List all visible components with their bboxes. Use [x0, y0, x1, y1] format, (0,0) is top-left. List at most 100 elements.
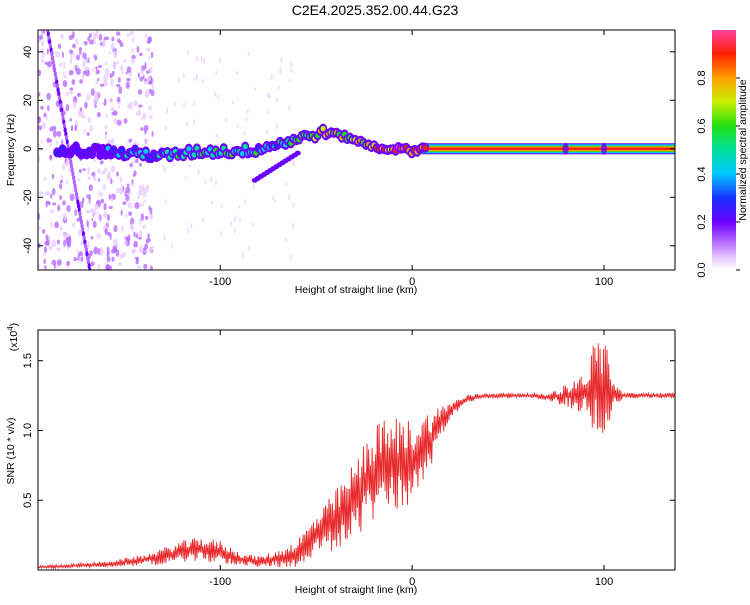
noise-speckle — [63, 75, 67, 79]
band-blob — [601, 142, 608, 155]
noise-speckle — [40, 139, 43, 144]
noise-speckle — [272, 194, 275, 201]
y-tick-label: -40 — [22, 238, 34, 254]
noise-speckle — [216, 94, 219, 100]
noise-speckle — [163, 234, 166, 241]
noise-speckle — [138, 184, 143, 190]
noise-speckle — [292, 159, 295, 166]
noise-speckle — [204, 179, 207, 185]
noise-speckle — [69, 117, 72, 122]
noise-speckle — [292, 202, 295, 208]
noise-speckle — [69, 56, 73, 65]
noise-speckle — [63, 212, 67, 221]
noise-speckle — [110, 106, 115, 112]
noise-speckle — [94, 104, 97, 109]
noise-speckle — [131, 222, 134, 230]
ridge-mark — [94, 145, 101, 151]
noise-speckle — [59, 225, 64, 231]
noise-speckle — [86, 241, 90, 250]
noise-speckle — [69, 87, 74, 91]
noise-speckle — [146, 186, 149, 193]
noise-speckle — [40, 48, 44, 52]
snr-y-axis-label: SNR (10 * v/v) — [5, 417, 17, 484]
noise-speckle — [86, 209, 90, 214]
noise-speckle — [78, 51, 82, 55]
noise-speckle — [291, 222, 294, 230]
noise-speckle — [284, 236, 287, 242]
noise-speckle — [145, 70, 149, 74]
noise-speckle — [112, 245, 117, 252]
noise-speckle — [267, 110, 270, 114]
x-tick-label: -100 — [209, 576, 231, 588]
noise-speckle — [88, 184, 93, 192]
noise-speckle — [52, 125, 57, 131]
noise-speckle — [146, 40, 151, 44]
noise-speckle — [139, 76, 144, 82]
streak-mark — [88, 267, 92, 270]
noise-speckle — [51, 259, 57, 266]
noise-speckle — [102, 184, 107, 191]
noise-speckle — [116, 171, 119, 177]
noise-speckle — [140, 213, 144, 221]
noise-speckle — [38, 226, 42, 230]
noise-speckle — [49, 141, 52, 147]
noise-speckle — [110, 78, 114, 87]
noise-speckle — [234, 215, 237, 223]
noise-speckle — [109, 265, 112, 270]
noise-speckle — [41, 121, 46, 130]
noise-speckle — [61, 51, 64, 59]
noise-speckle — [145, 89, 151, 96]
noise-speckle — [101, 39, 106, 48]
noise-speckle — [252, 183, 255, 191]
noise-speckle — [80, 256, 84, 262]
noise-speckle — [166, 107, 169, 115]
noise-speckle — [40, 105, 44, 110]
noise-speckle — [138, 188, 141, 197]
noise-speckle — [118, 105, 121, 109]
noise-speckle — [280, 56, 283, 63]
x-tick-label: 100 — [595, 276, 613, 288]
noise-speckle — [117, 77, 121, 83]
noise-speckle — [147, 233, 150, 239]
noise-speckle — [140, 70, 144, 75]
noise-speckle — [138, 236, 142, 240]
noise-speckle — [43, 251, 46, 257]
noise-speckle — [86, 93, 91, 101]
noise-speckle — [145, 250, 148, 254]
noise-speckle — [187, 228, 190, 234]
noise-speckle — [75, 38, 79, 45]
noise-speckle — [72, 43, 76, 49]
noise-speckle — [147, 80, 153, 85]
noise-speckle — [104, 124, 108, 130]
noise-speckle — [170, 242, 173, 249]
noise-speckle — [43, 177, 47, 181]
noise-speckle — [200, 56, 203, 63]
noise-speckle — [38, 69, 42, 77]
noise-speckle — [210, 200, 213, 206]
noise-speckle — [44, 265, 47, 270]
spectrogram-marks — [38, 30, 675, 270]
noise-speckle — [83, 40, 88, 46]
noise-speckle — [138, 230, 143, 238]
noise-speckle — [121, 225, 124, 233]
ridge-mark — [239, 151, 246, 157]
noise-speckle — [93, 246, 99, 255]
noise-speckle — [38, 125, 43, 131]
noise-speckle — [38, 92, 41, 97]
noise-speckle — [55, 141, 59, 145]
noise-speckle — [76, 54, 81, 61]
noise-speckle — [94, 202, 99, 211]
noise-speckle — [54, 221, 60, 229]
noise-speckle — [104, 68, 110, 75]
noise-speckle — [60, 33, 65, 40]
noise-speckle — [143, 199, 147, 203]
colorbar-tick-label: 0.4 — [696, 166, 708, 181]
noise-speckle — [119, 42, 124, 48]
noise-speckle — [139, 52, 143, 57]
noise-speckle — [59, 195, 62, 201]
noise-speckle — [150, 51, 154, 59]
noise-speckle — [137, 89, 143, 95]
noise-speckle — [100, 198, 105, 204]
noise-speckle — [47, 61, 52, 68]
noise-speckle — [103, 73, 109, 82]
